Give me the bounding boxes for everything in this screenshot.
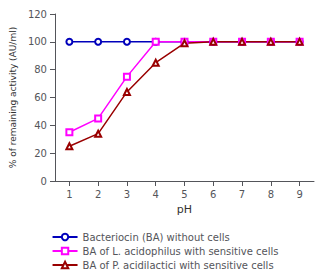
svg-text:9: 9 bbox=[296, 189, 302, 200]
svg-text:0: 0 bbox=[41, 176, 47, 187]
svg-text:1: 1 bbox=[66, 189, 72, 200]
svg-text:5: 5 bbox=[181, 189, 187, 200]
svg-text:80: 80 bbox=[34, 64, 47, 75]
svg-text:2: 2 bbox=[95, 189, 101, 200]
svg-text:BA of L. acidophilus with sens: BA of L. acidophilus with sensitive cell… bbox=[83, 246, 279, 257]
svg-text:120: 120 bbox=[28, 9, 47, 20]
svg-text:40: 40 bbox=[34, 120, 47, 131]
svg-text:100: 100 bbox=[28, 36, 47, 47]
svg-text:3: 3 bbox=[124, 189, 130, 200]
svg-text:6: 6 bbox=[210, 189, 216, 200]
svg-text:pH: pH bbox=[177, 203, 192, 216]
svg-text:7: 7 bbox=[239, 189, 245, 200]
svg-text:Bacteriocin (BA) without cells: Bacteriocin (BA) without cells bbox=[83, 232, 230, 243]
svg-text:8: 8 bbox=[268, 189, 274, 200]
svg-text:20: 20 bbox=[34, 148, 47, 159]
svg-text:4: 4 bbox=[153, 189, 159, 200]
svg-text:60: 60 bbox=[34, 92, 47, 103]
svg-text:BA of P. acidilactici with sen: BA of P. acidilactici with sensitive cel… bbox=[83, 260, 274, 271]
svg-text:% of remaining activity (AU/ml: % of remaining activity (AU/ml) bbox=[8, 27, 18, 168]
